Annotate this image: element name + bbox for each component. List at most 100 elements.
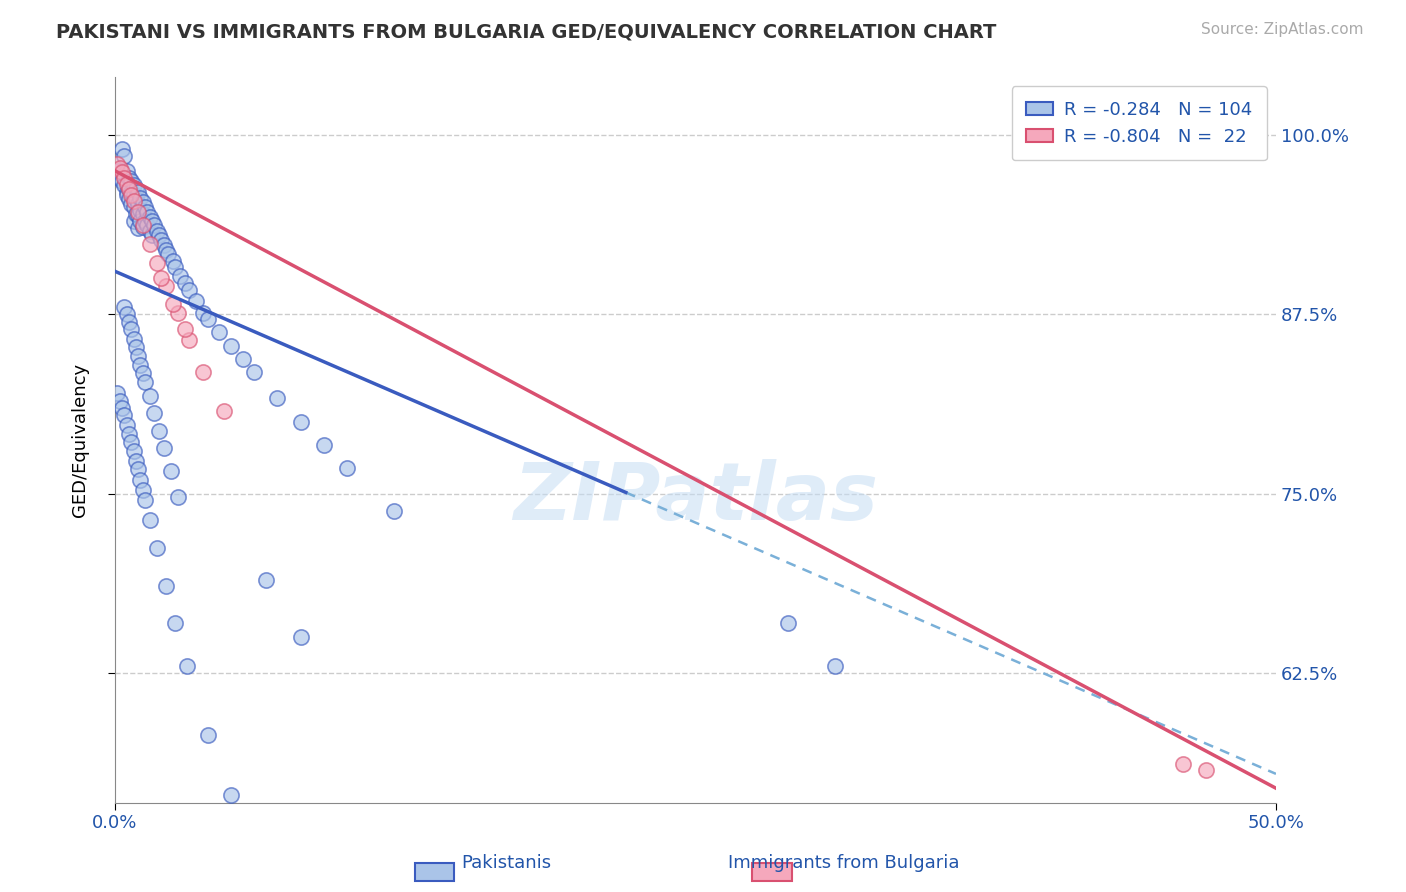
Point	[150, 233, 173, 247]
Point	[166, 306, 188, 320]
Point	[134, 214, 156, 228]
Point	[173, 322, 195, 336]
Point	[129, 202, 152, 217]
Point	[134, 200, 156, 214]
Point	[120, 186, 142, 200]
Point	[186, 294, 208, 309]
Point	[136, 205, 159, 219]
Point	[125, 207, 148, 221]
Point	[122, 188, 145, 202]
Point	[132, 366, 155, 380]
Point	[125, 193, 148, 207]
Point	[159, 464, 181, 478]
Point	[155, 278, 177, 293]
Point	[127, 349, 149, 363]
Point	[122, 200, 145, 214]
Point	[141, 228, 163, 243]
Point	[243, 365, 266, 379]
Point	[312, 438, 335, 452]
Text: Source: ZipAtlas.com: Source: ZipAtlas.com	[1201, 22, 1364, 37]
Point	[118, 193, 141, 207]
Point	[266, 391, 288, 405]
Point	[173, 276, 195, 290]
Point	[132, 219, 155, 234]
Point	[125, 340, 148, 354]
Point	[115, 163, 138, 178]
Point	[193, 365, 215, 379]
Point	[115, 417, 138, 432]
Point	[139, 513, 162, 527]
Point	[145, 224, 167, 238]
Point	[118, 171, 141, 186]
Point	[125, 454, 148, 468]
Point	[127, 205, 149, 219]
Point	[122, 194, 145, 208]
Point	[120, 435, 142, 450]
Point	[143, 407, 166, 421]
Point	[134, 375, 156, 389]
Point	[122, 332, 145, 346]
Point	[152, 441, 174, 455]
Point	[112, 178, 135, 193]
Point	[141, 214, 163, 228]
Point	[139, 237, 162, 252]
Point	[152, 238, 174, 252]
Point	[148, 228, 170, 243]
Point	[122, 178, 145, 193]
Text: PAKISTANI VS IMMIGRANTS FROM BULGARIA GED/EQUIVALENCY CORRELATION CHART: PAKISTANI VS IMMIGRANTS FROM BULGARIA GE…	[56, 22, 997, 41]
Point	[132, 195, 155, 210]
Point	[157, 247, 180, 261]
Point	[176, 659, 198, 673]
Point	[125, 182, 148, 196]
Point	[120, 174, 142, 188]
Point	[105, 386, 128, 401]
Point	[219, 789, 242, 803]
Point	[155, 579, 177, 593]
Point	[122, 443, 145, 458]
Point	[129, 214, 152, 228]
Point	[165, 616, 187, 631]
Point	[112, 171, 135, 186]
Text: Pakistanis: Pakistanis	[461, 855, 551, 872]
Point	[111, 142, 134, 156]
Point	[118, 314, 141, 328]
Point	[129, 191, 152, 205]
Point	[129, 473, 152, 487]
Point	[139, 224, 162, 238]
Point	[145, 541, 167, 556]
Point	[115, 186, 138, 200]
Point	[179, 283, 201, 297]
Point	[127, 462, 149, 476]
Point	[336, 461, 359, 475]
Point	[112, 408, 135, 422]
Point	[139, 389, 162, 403]
Point	[254, 573, 277, 587]
Point	[118, 426, 141, 441]
Point	[127, 196, 149, 211]
Point	[169, 268, 191, 283]
Point	[132, 207, 155, 221]
Text: ZIPatlas: ZIPatlas	[513, 459, 877, 537]
Point	[1171, 756, 1194, 771]
Y-axis label: GED/Equivalency: GED/Equivalency	[72, 363, 89, 517]
Point	[108, 171, 131, 186]
Point	[208, 325, 231, 339]
Point	[193, 306, 215, 320]
Point	[112, 300, 135, 314]
Point	[118, 182, 141, 196]
Point	[778, 616, 800, 631]
Point	[824, 659, 846, 673]
Point	[120, 196, 142, 211]
Point	[105, 156, 128, 170]
Point	[115, 307, 138, 321]
Point	[155, 243, 177, 257]
Point	[162, 254, 184, 268]
Point	[150, 271, 173, 285]
Point	[145, 255, 167, 269]
Point	[148, 424, 170, 438]
Point	[166, 490, 188, 504]
Point	[162, 297, 184, 311]
Point	[122, 214, 145, 228]
Point	[127, 221, 149, 235]
Point	[139, 210, 162, 224]
